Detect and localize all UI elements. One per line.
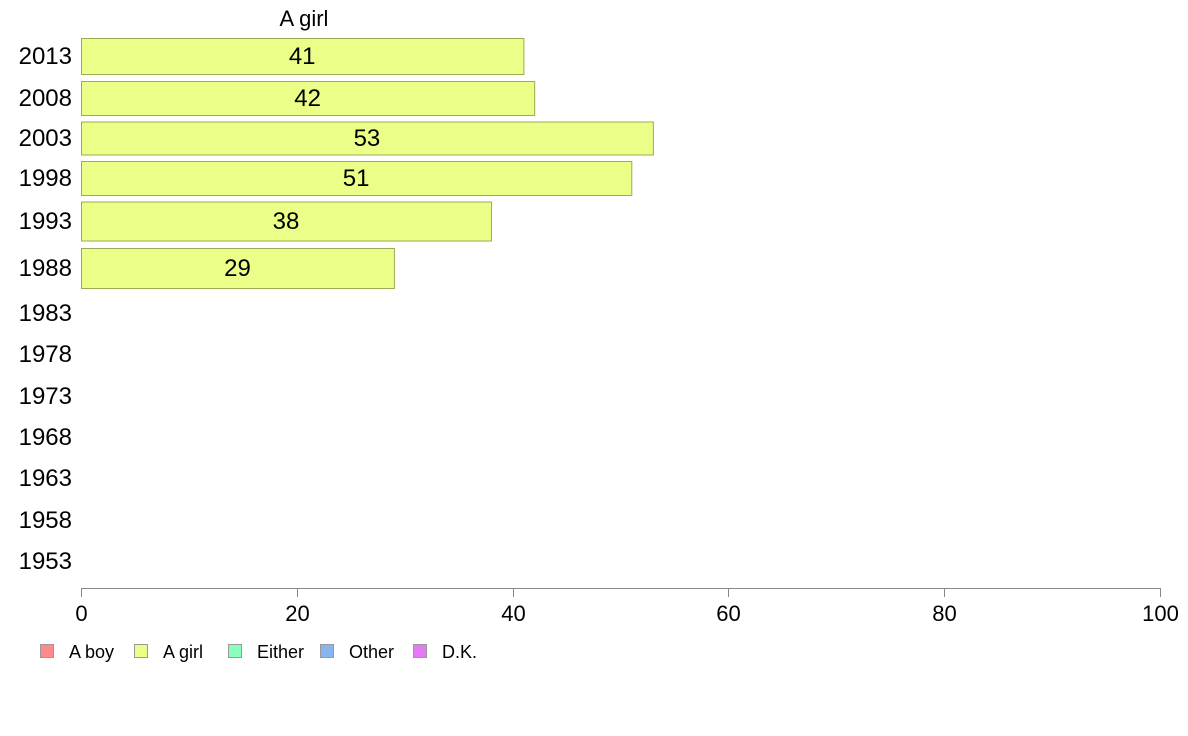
legend-item: A girl (134, 642, 203, 662)
legend-item: D.K. (413, 642, 477, 662)
legend-swatch (413, 644, 427, 658)
category-label: 1998 (19, 165, 72, 192)
legend-label: Either (257, 642, 304, 662)
legend: A boy A girl Either Other D.K. (40, 642, 477, 662)
legend-swatch (228, 644, 242, 658)
category-label: 1993 (19, 208, 72, 235)
category-label: 1973 (19, 383, 72, 410)
bar (81, 201, 493, 242)
legend-swatch (40, 644, 54, 658)
category-label: 1968 (19, 424, 72, 451)
legend-label: A boy (69, 642, 114, 662)
legend-item: Either (228, 642, 304, 662)
category-label: 1978 (19, 341, 72, 368)
legend-swatch (134, 644, 148, 658)
data-label: 38 (273, 208, 300, 235)
bar (81, 248, 395, 289)
bar (81, 161, 633, 196)
x-tick-label: 80 (932, 601, 956, 626)
category-label: 1963 (19, 465, 72, 492)
x-axis: 0 20 40 60 80 100 (75, 588, 1179, 626)
legend-item: A boy (40, 642, 114, 662)
legend-swatch (320, 644, 334, 658)
category-label: 1958 (19, 507, 72, 534)
bars: 41 42 53 51 38 29 (81, 38, 654, 289)
x-tick-label: 60 (716, 601, 740, 626)
category-label: 2013 (19, 43, 72, 70)
bar (81, 81, 536, 116)
category-label: 2003 (19, 125, 72, 152)
series-title: A girl (280, 6, 329, 31)
bar (81, 38, 525, 75)
x-tick-label: 100 (1142, 601, 1179, 626)
data-label: 42 (294, 85, 321, 112)
data-label: 29 (224, 255, 251, 282)
data-label: 41 (289, 43, 316, 70)
category-label: 1988 (19, 255, 72, 282)
category-labels: 2013 2008 2003 1998 1993 1988 1983 1978 1973 1968… (19, 43, 72, 575)
category-label: 2008 (19, 85, 72, 112)
legend-label: A girl (163, 642, 203, 662)
category-label: 1983 (19, 300, 72, 327)
x-tick-label: 20 (285, 601, 309, 626)
legend-label: D.K. (442, 642, 477, 662)
bar (81, 121, 654, 156)
category-label: 1953 (19, 548, 72, 575)
data-label: 51 (343, 165, 370, 192)
x-tick-label: 40 (501, 601, 525, 626)
x-tick-label: 0 (75, 601, 87, 626)
legend-item: Other (320, 642, 394, 662)
data-label: 53 (354, 125, 381, 152)
legend-label: Other (349, 642, 394, 662)
